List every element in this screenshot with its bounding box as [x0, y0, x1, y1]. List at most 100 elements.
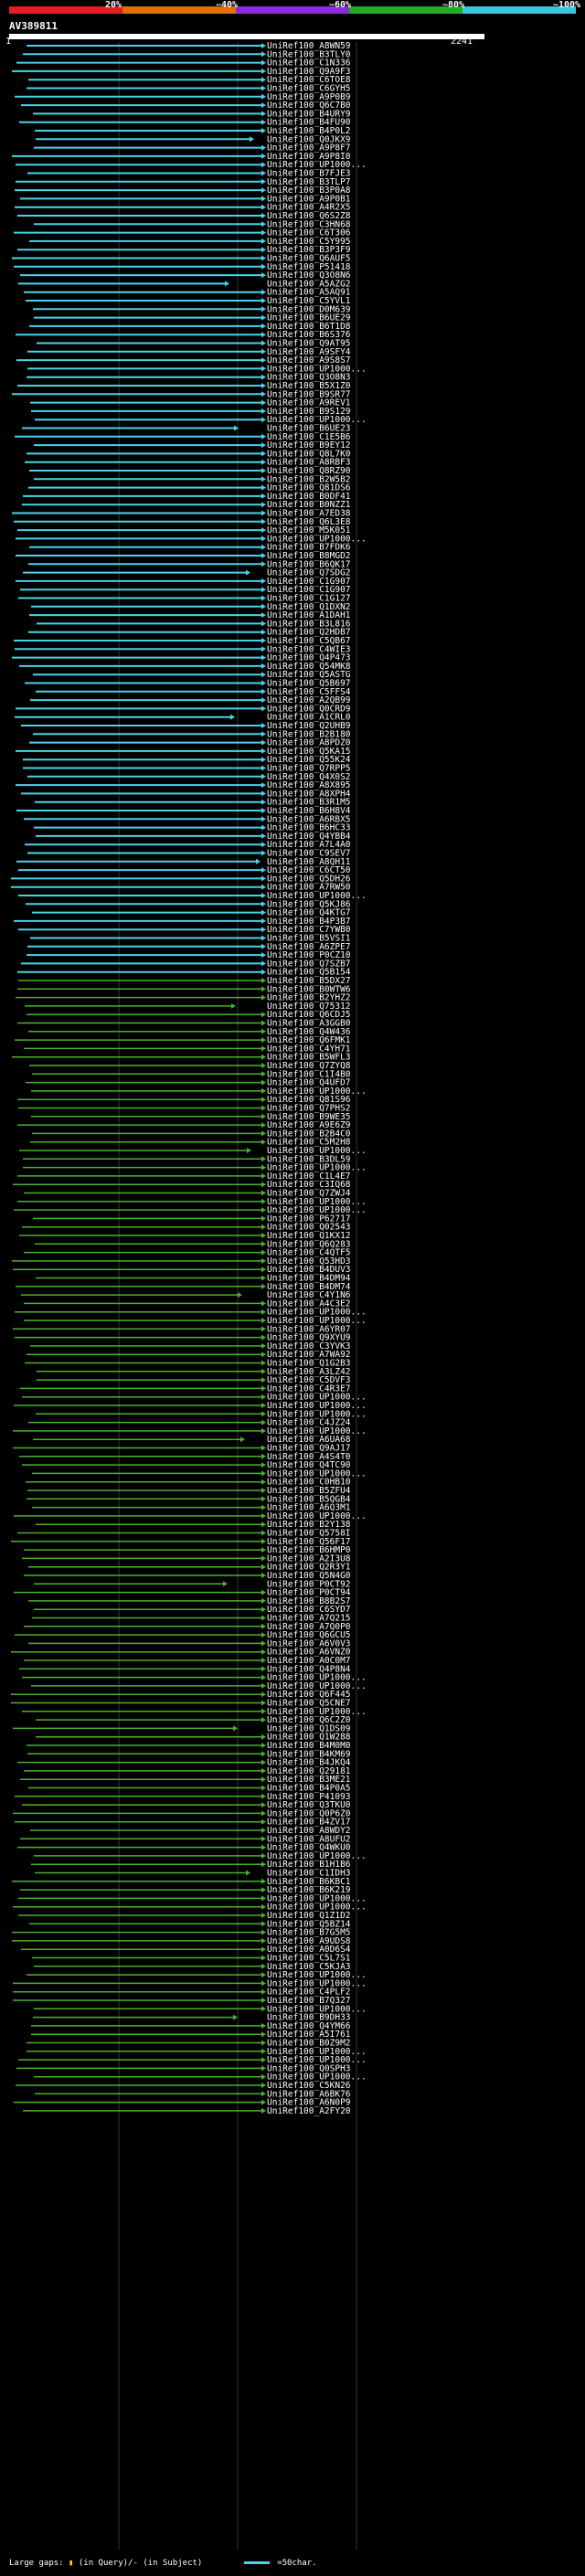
hit-label[interactable]: UniRef100_A4C3E2	[267, 1299, 351, 1309]
hit-label[interactable]: UniRef100_B5WFL3	[267, 1053, 351, 1063]
hit-label[interactable]: UniRef100_C5L7S1	[267, 1954, 351, 1964]
hit-label[interactable]: UniRef100_Q81S96	[267, 1095, 351, 1105]
hit-label[interactable]: UniRef100_UP1000...	[267, 1409, 367, 1419]
hit-label[interactable]: UniRef100_C1E5B6	[267, 432, 351, 442]
hit-label[interactable]: UniRef100_B4FU90	[267, 118, 351, 128]
hit-label[interactable]: UniRef100_A6ZPE7	[267, 942, 351, 952]
hit-label[interactable]: UniRef100_Q4TC90	[267, 1460, 351, 1470]
hit-label[interactable]: UniRef100_Q7RPP5	[267, 764, 351, 774]
hit-label[interactable]: UniRef100_Q1W288	[267, 1733, 351, 1743]
hit-label[interactable]: UniRef100_A6YR07	[267, 1324, 351, 1334]
hit-label[interactable]: UniRef100_UP1000...	[267, 1087, 367, 1097]
hit-label[interactable]: UniRef100_B7FDK6	[267, 543, 351, 553]
hit-label[interactable]: UniRef100_UP1000...	[267, 415, 367, 425]
hit-label[interactable]: UniRef100_UP1000...	[267, 2004, 367, 2014]
hit-label[interactable]: UniRef100_C6T306	[267, 228, 351, 239]
hit-label[interactable]: UniRef100_Q5DH26	[267, 874, 351, 884]
hit-label[interactable]: UniRef100_C1N336	[267, 58, 351, 69]
hit-label[interactable]: UniRef100_Q6Q283	[267, 1239, 351, 1249]
hit-label[interactable]: UniRef100_A6V0V3	[267, 1638, 351, 1648]
hit-label[interactable]: UniRef100_Q6C2Z0	[267, 1715, 351, 1725]
hit-label[interactable]: UniRef100_Q5ASTG	[267, 670, 351, 680]
hit-label[interactable]: UniRef100_Q9AJ17	[267, 1444, 351, 1454]
hit-label[interactable]: UniRef100_Q5BZ14	[267, 1919, 351, 1929]
hit-label[interactable]: UniRef100_P0CT92	[267, 1579, 351, 1589]
hit-label[interactable]: UniRef100_A7L4A0	[267, 840, 351, 850]
hit-label[interactable]: UniRef100_UP1000...	[267, 1893, 367, 1903]
hit-label[interactable]: UniRef100_A8X895	[267, 780, 351, 790]
hit-label[interactable]: UniRef100_B6T1D8	[267, 322, 351, 332]
hit-label[interactable]: UniRef100_B3P0A8	[267, 186, 351, 196]
hit-label[interactable]: UniRef100_A2I3U8	[267, 1553, 351, 1564]
hit-label[interactable]: UniRef100_B3DL59	[267, 1154, 351, 1164]
hit-label[interactable]: UniRef100_B2Y138	[267, 1520, 351, 1530]
hit-label[interactable]: UniRef100_UP1000...	[267, 1468, 367, 1479]
hit-label[interactable]: UniRef100_Q56F17	[267, 1537, 351, 1547]
hit-label[interactable]: UniRef100_Q5KA15	[267, 747, 351, 757]
hit-label[interactable]: UniRef100_B4DM74	[267, 1282, 351, 1292]
hit-label[interactable]: UniRef100_Q3O8N6	[267, 270, 351, 281]
hit-label[interactable]: UniRef100_B5QGB4	[267, 1494, 351, 1504]
hit-label[interactable]: UniRef100_C1L4E7	[267, 1171, 351, 1182]
hit-label[interactable]: UniRef100_Q4YM66	[267, 2021, 351, 2031]
hit-label[interactable]: UniRef100_C1I4B0	[267, 1069, 351, 1079]
hit-label[interactable]: UniRef100_C9SEV7	[267, 849, 351, 859]
hit-label[interactable]: UniRef100_B2YHZ2	[267, 993, 351, 1003]
hit-label[interactable]: UniRef100_A0D6S4	[267, 1945, 351, 1955]
hit-label[interactable]: UniRef100_C5DVF3	[267, 1375, 351, 1385]
hit-label[interactable]: UniRef100_A6BK76	[267, 2089, 351, 2099]
hit-label[interactable]: UniRef100_C6TOE8	[267, 75, 351, 85]
hit-label[interactable]: UniRef100_B2B4C0	[267, 1129, 351, 1139]
hit-label[interactable]: UniRef100_C0HB10	[267, 1478, 351, 1488]
hit-label[interactable]: UniRef100_Q4UFD7	[267, 1078, 351, 1088]
hit-label[interactable]: UniRef100_B7G5M5	[267, 1928, 351, 1938]
hit-label[interactable]: UniRef100_Q3TKU0	[267, 1800, 351, 1810]
hit-label[interactable]: UniRef100_Q8L7K0	[267, 449, 351, 459]
hit-label[interactable]: UniRef100_Q53HD3	[267, 1256, 351, 1267]
hit-label[interactable]: UniRef100_P51418	[267, 262, 351, 272]
hit-label[interactable]: UniRef100_B6H8V4	[267, 806, 351, 816]
hit-label[interactable]: UniRef100_Q6F445	[267, 1690, 351, 1700]
hit-label[interactable]: UniRef100_Q54MK8	[267, 662, 351, 672]
hit-label[interactable]: UniRef100_A6Q3M1	[267, 1503, 351, 1513]
hit-label[interactable]: UniRef100_A8WDY2	[267, 1826, 351, 1836]
hit-label[interactable]: UniRef100_C1G907	[267, 585, 351, 595]
hit-label[interactable]: UniRef100_A7WA92	[267, 1350, 351, 1360]
hit-label[interactable]: UniRef100_C7YWB0	[267, 925, 351, 935]
hit-label[interactable]: UniRef100_Q81DS6	[267, 483, 351, 493]
hit-label[interactable]: UniRef100_A4S4T0	[267, 1452, 351, 1462]
hit-label[interactable]: UniRef100_Q5B697	[267, 679, 351, 689]
hit-label[interactable]: UniRef100_C4R3E7	[267, 1383, 351, 1394]
hit-label[interactable]: UniRef100_UP1000...	[267, 1673, 367, 1683]
hit-label[interactable]: UniRef100_A7Q0P0	[267, 1622, 351, 1632]
hit-label[interactable]: UniRef100_B4P3B7	[267, 917, 351, 927]
hit-label[interactable]: UniRef100_Q0P6Z0	[267, 1808, 351, 1818]
hit-label[interactable]: UniRef100_UP1000...	[267, 1393, 367, 1403]
hit-label[interactable]: UniRef100_Q1G2B3	[267, 1359, 351, 1369]
hit-label[interactable]: UniRef100_B6S376	[267, 330, 351, 340]
hit-label[interactable]: UniRef100_UP1000...	[267, 1511, 367, 1521]
hit-label[interactable]: UniRef100_C4PLF2	[267, 1988, 351, 1998]
hit-label[interactable]: UniRef100_B5X1Z0	[267, 381, 351, 391]
hit-label[interactable]: UniRef100_UP1000...	[267, 1426, 367, 1436]
hit-label[interactable]: UniRef100_B1H1B6	[267, 1860, 351, 1870]
hit-label[interactable]: UniRef100_P0CZ10	[267, 950, 351, 960]
hit-label[interactable]: UniRef100_Q1DS09	[267, 1723, 351, 1733]
hit-label[interactable]: UniRef100_C5KJA3	[267, 1962, 351, 1972]
hit-label[interactable]: UniRef100_UP1000...	[267, 1316, 367, 1326]
hit-label[interactable]: UniRef100_B8B2S7	[267, 1596, 351, 1606]
hit-label[interactable]: UniRef100_C1G907	[267, 577, 351, 587]
hit-label[interactable]: UniRef100_Q6L3E8	[267, 517, 351, 527]
hit-label[interactable]: UniRef100_B3TLY0	[267, 49, 351, 59]
hit-label[interactable]: UniRef100_C6SYD7	[267, 1605, 351, 1615]
hit-label[interactable]: UniRef100_Q1KX12	[267, 1231, 351, 1241]
hit-label[interactable]: UniRef100_UP1000...	[267, 1978, 367, 1988]
hit-label[interactable]: UniRef100_B6UE29	[267, 313, 351, 323]
hit-label[interactable]: UniRef100_A3LZ42	[267, 1367, 351, 1377]
hit-label[interactable]: UniRef100_B0Z9M2	[267, 2039, 351, 2049]
hit-label[interactable]: UniRef100_A7RW50	[267, 883, 351, 893]
hit-label[interactable]: UniRef100_UP1000...	[267, 1970, 367, 1980]
hit-label[interactable]: UniRef100_Q75312	[267, 1002, 351, 1012]
hit-label[interactable]: UniRef100_C5FFS4	[267, 687, 351, 697]
hit-label[interactable]: UniRef100_A9REV1	[267, 398, 351, 408]
